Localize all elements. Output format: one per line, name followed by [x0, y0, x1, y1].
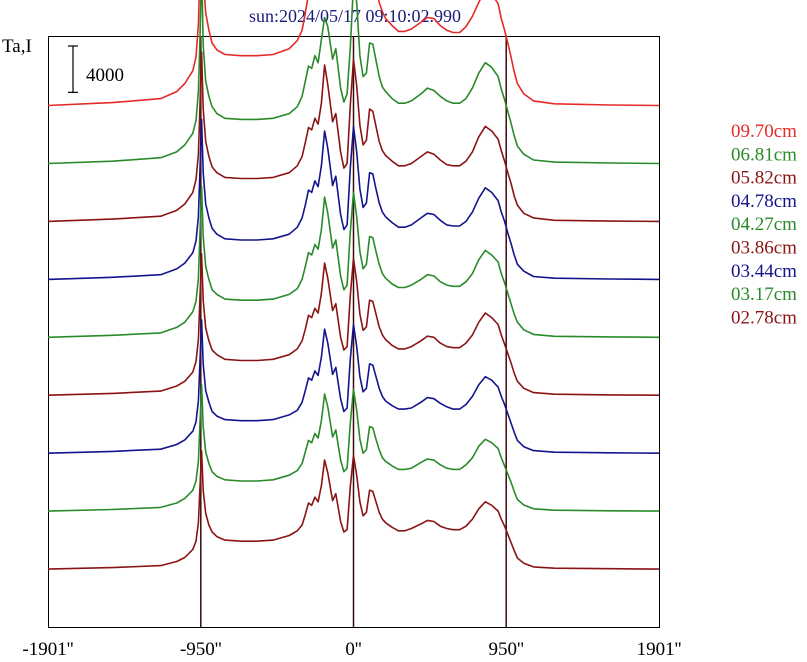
series-layer	[47, 0, 660, 570]
chart-title: sun:2024/05/17 09:10:02.990	[249, 6, 461, 26]
x-tick-label: 1901''	[637, 639, 682, 660]
x-tick-label: -1901''	[22, 639, 73, 660]
legend-entry: 02.78cm	[731, 307, 797, 328]
legend-entry: 04.78cm	[731, 191, 797, 212]
series-line	[47, 450, 660, 570]
legend-entry: 04.27cm	[731, 214, 797, 235]
legend-entry: 06.81cm	[731, 144, 797, 165]
legend-entry: 09.70cm	[731, 121, 797, 142]
legend-entry: 03.17cm	[731, 284, 797, 305]
scale-bar-label: 4000	[86, 65, 124, 86]
series-line	[47, 185, 660, 339]
scale-bar: 4000	[68, 45, 124, 93]
series-line	[47, 253, 660, 396]
series-line	[47, 383, 660, 512]
legend-entry: 05.82cm	[731, 168, 797, 189]
x-tick-labels: -1901'' -950'' 0'' 950'' 1901''	[22, 639, 681, 660]
x-tick-label: 950''	[489, 639, 524, 660]
x-tick-label: 0''	[345, 639, 361, 660]
series-line	[47, 51, 660, 223]
legend-entry: 03.86cm	[731, 238, 797, 259]
y-axis-label: Ta,I	[2, 36, 32, 57]
legend-entry: 03.44cm	[731, 261, 797, 282]
series-line	[47, 118, 660, 281]
x-tick-label: -950''	[180, 639, 222, 660]
series-line	[47, 0, 660, 165]
series-line	[47, 319, 660, 454]
series-line	[47, 0, 660, 107]
